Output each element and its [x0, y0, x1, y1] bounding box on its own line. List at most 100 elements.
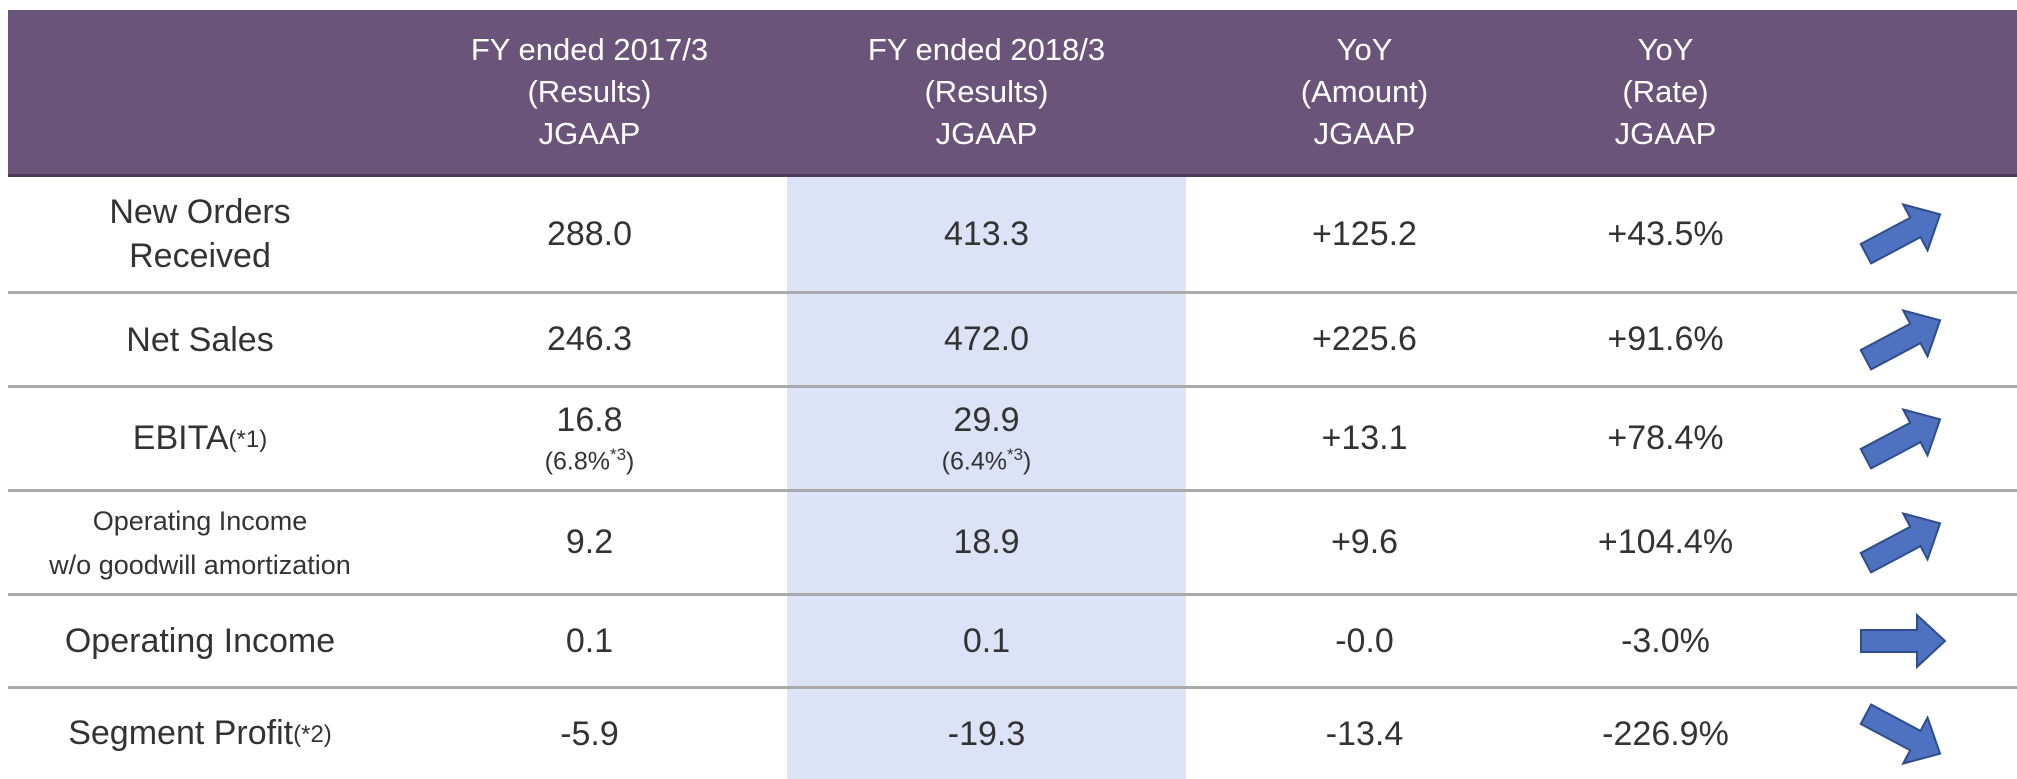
row-label: EBITA(*1) [8, 387, 392, 491]
header-line: YoY [1337, 32, 1393, 67]
trend-cell [1788, 595, 2017, 688]
value-cell: 0.1 [787, 595, 1186, 688]
value-cell: +91.6% [1543, 293, 1788, 387]
header-line: FY ended 2017/3 [471, 32, 708, 67]
header-line: (Rate) [1622, 74, 1708, 109]
trend-arrow [1848, 596, 1958, 686]
trend-arrow [1848, 189, 1958, 279]
header-cell: FY ended 2018/3 (Results) JGAAP [787, 10, 1186, 176]
header-line: JGAAP [539, 116, 641, 151]
value: -3.0% [1621, 622, 1710, 660]
value: +104.4% [1598, 523, 1733, 561]
label-line: New Orders [109, 193, 290, 231]
value: -19.3 [948, 715, 1026, 753]
value-cell: +104.4% [1543, 491, 1788, 595]
value-cell: -3.0% [1543, 595, 1788, 688]
value: 0.1 [566, 622, 613, 660]
trend-cell [1788, 387, 2017, 491]
value-cell: 472.0 [787, 293, 1186, 387]
value: 29.9 [953, 401, 1019, 439]
table-row: New Orders Received 288.0 413.3 +125.2 +43.5% [8, 176, 2017, 293]
margin-note: (6.4%*3) [787, 440, 1186, 476]
trend-cell [1788, 688, 2017, 779]
value: +225.6 [1312, 320, 1417, 358]
header-cell: FY ended 2017/3 (Results) JGAAP [392, 10, 787, 176]
value: +91.6% [1607, 320, 1723, 358]
value-cell: -0.0 [1186, 595, 1543, 688]
value-cell: 16.8(6.8%*3) [392, 387, 787, 491]
value-cell: 9.2 [392, 491, 787, 595]
header-cell: YoY(Rate)JGAAP [1543, 10, 1788, 176]
trend-cell [1788, 293, 2017, 387]
row-label: Segment Profit(*2) [8, 688, 392, 779]
note-sup: *3 [610, 445, 626, 464]
value-cell: 18.9 [787, 491, 1186, 595]
value-cell: +43.5% [1543, 176, 1788, 293]
footnote-ref: (*2) [293, 721, 332, 748]
note-text: ) [626, 447, 634, 475]
value-cell: +78.4% [1543, 387, 1788, 491]
header-cell [1788, 10, 2017, 176]
row-label: Operating Income [8, 595, 392, 688]
label-line: Segment Profit [68, 714, 293, 752]
note-text: (6.4% [942, 447, 1007, 475]
value: 472.0 [944, 320, 1029, 358]
value: +125.2 [1312, 215, 1417, 253]
label-line: Operating Income [65, 622, 335, 660]
value-cell: -226.9% [1543, 688, 1788, 779]
note-text: (6.8% [545, 447, 610, 475]
label-line: Operating Income [93, 506, 308, 536]
value: 18.9 [953, 523, 1019, 561]
trend-cell [1788, 176, 2017, 293]
value-cell: -13.4 [1186, 688, 1543, 779]
table-row: Net Sales 246.3 472.0 +225.6 +91.6% [8, 293, 2017, 387]
value: -0.0 [1335, 622, 1394, 660]
note-sup: *3 [1007, 445, 1023, 464]
row-label: New Orders Received [8, 176, 392, 293]
header-line: JGAAP [1314, 116, 1416, 151]
label-line: EBITA [133, 419, 229, 457]
value: 246.3 [547, 320, 632, 358]
table-row: Segment Profit(*2) -5.9 -19.3 -13.4 -226.9% [8, 688, 2017, 779]
value: 413.3 [944, 215, 1029, 253]
header-line: (Results) [924, 74, 1048, 109]
margin-note: (6.8%*3) [392, 440, 787, 476]
table-row: Operating Income w/o goodwill amortizatio… [8, 491, 2017, 595]
label-line: Net Sales [126, 321, 273, 359]
header-line: JGAAP [936, 116, 1038, 151]
value-cell: -5.9 [392, 688, 787, 779]
value: +13.1 [1321, 419, 1407, 457]
value: -13.4 [1326, 715, 1404, 753]
header-cell: YoY(Amount)JGAAP [1186, 10, 1543, 176]
row-label: Net Sales [8, 293, 392, 387]
value-cell: 246.3 [392, 293, 787, 387]
header-line: YoY [1638, 32, 1694, 67]
value: -5.9 [560, 715, 619, 753]
value-cell: +225.6 [1186, 293, 1543, 387]
header-line: FY ended 2018/3 [868, 32, 1105, 67]
value: 16.8 [556, 401, 622, 439]
value-cell: +9.6 [1186, 491, 1543, 595]
value: -226.9% [1602, 715, 1729, 753]
value-cell: 29.9(6.4%*3) [787, 387, 1186, 491]
value-cell: +13.1 [1186, 387, 1543, 491]
value-cell: -19.3 [787, 688, 1186, 779]
trend-cell [1788, 491, 2017, 595]
trend-arrow [1848, 498, 1958, 588]
value: +78.4% [1607, 419, 1723, 457]
label-line: Received [129, 237, 271, 275]
note-text: ) [1023, 447, 1031, 475]
value-cell: 288.0 [392, 176, 787, 293]
value: +9.6 [1331, 523, 1398, 561]
trend-arrow [1848, 689, 1958, 779]
header-line: (Results) [527, 74, 651, 109]
label-line: w/o goodwill amortization [49, 550, 351, 580]
table-row: EBITA(*1)16.8(6.8%*3)29.9(6.4%*3)+13.1+7… [8, 387, 2017, 491]
trend-arrow [1848, 295, 1958, 385]
value-cell: +125.2 [1186, 176, 1543, 293]
value: 288.0 [547, 215, 632, 253]
trend-arrow [1848, 394, 1958, 484]
